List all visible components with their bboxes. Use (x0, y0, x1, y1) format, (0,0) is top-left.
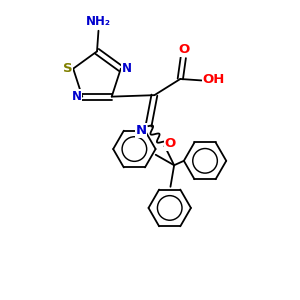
Text: NH₂: NH₂ (86, 15, 111, 28)
Text: N: N (71, 89, 81, 103)
Text: O: O (164, 137, 175, 150)
Text: OH: OH (203, 74, 225, 86)
Text: N: N (122, 61, 132, 75)
Text: O: O (178, 43, 190, 56)
Text: N: N (136, 124, 147, 137)
Text: S: S (63, 62, 73, 75)
